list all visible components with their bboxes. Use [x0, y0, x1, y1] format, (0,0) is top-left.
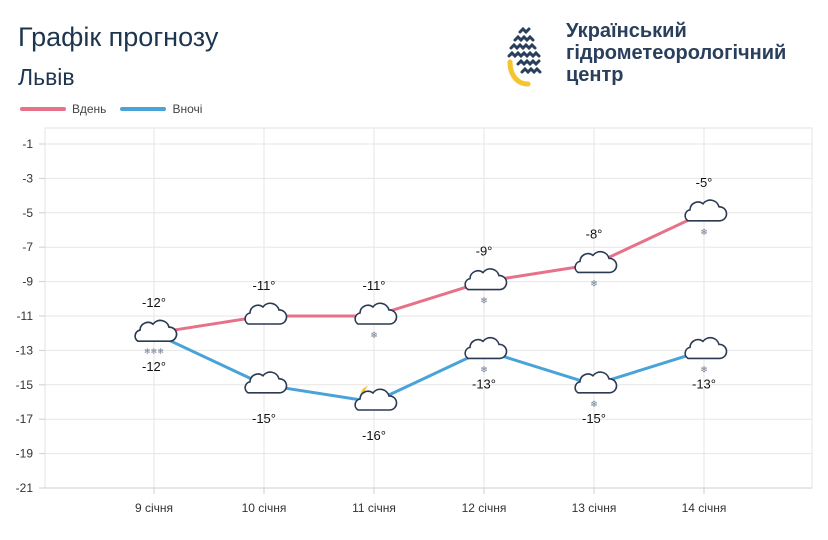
org-name: Український гідрометеорологічний центр	[566, 20, 786, 86]
cloud-shape	[684, 336, 728, 360]
y-tick-label: -1	[22, 137, 33, 151]
legend-label-night: Вночі	[172, 102, 203, 116]
chart-legend: Вдень Вночі	[20, 102, 216, 116]
legend-label-day: Вдень	[72, 102, 107, 116]
data-label: -12°	[142, 359, 166, 374]
x-tick-label: 13 січня	[572, 501, 617, 515]
org-name-line-2: гідрометеорологічний	[566, 42, 787, 64]
data-label: -9°	[476, 244, 493, 259]
legend-swatch-day	[20, 107, 66, 111]
series-line-day	[153, 211, 705, 335]
cloud-snow-icon: ❄	[464, 336, 508, 374]
cloud-shape	[354, 302, 398, 325]
page-title: Графік прогнозу	[18, 22, 219, 52]
org-name-line-3: центр	[566, 64, 624, 86]
y-tick-label: -3	[22, 171, 33, 185]
y-tick-label: -19	[16, 447, 34, 461]
cloud-snow-icon: ❄	[354, 302, 398, 340]
x-tick-label: 14 січня	[682, 501, 727, 515]
cloud-shape	[244, 302, 288, 325]
snowflake-mark: ❄	[700, 364, 708, 374]
cloud-snow-icon: ❄	[574, 250, 618, 288]
cloud-snow-icon: ❄	[464, 268, 508, 306]
x-tick-label: 9 січня	[135, 501, 173, 515]
org-name-line-1: Український	[566, 20, 687, 42]
data-label: -15°	[252, 411, 276, 426]
cloud-shape	[684, 199, 728, 222]
data-label: -11°	[362, 278, 385, 293]
data-label: -16°	[362, 428, 386, 443]
snowflake-mark: ❄	[590, 278, 598, 288]
data-label: -13°	[692, 376, 716, 391]
cloud-shape	[574, 371, 618, 394]
cloud-shape	[464, 268, 508, 291]
ukrhydromet-logo: Український гідрометеорологічний центр	[500, 18, 820, 90]
city-name: Львів	[18, 64, 75, 90]
data-label: -8°	[586, 226, 603, 241]
cloud-snow-icon: ❄	[684, 199, 728, 237]
snowflake-mark: ❄	[700, 227, 708, 237]
snowflakes-mark: ❄❄❄	[144, 347, 164, 356]
y-tick-label: -15	[16, 378, 34, 392]
y-tick-label: -7	[22, 240, 33, 254]
cloud-shape	[134, 319, 178, 343]
cloud-snow-icon: ❄	[684, 336, 728, 374]
cloud-heavy-snow-icon: ❄❄❄	[134, 319, 178, 356]
y-tick-label: -21	[16, 481, 34, 495]
snowflake-mark: ❄	[480, 296, 488, 306]
y-tick-label: -13	[16, 343, 34, 357]
x-tick-label: 12 січня	[462, 501, 507, 515]
data-label: -5°	[696, 175, 713, 190]
y-tick-label: -11	[17, 309, 34, 323]
snowflake-mark: ❄	[590, 399, 598, 409]
snowflake-mark: ❄	[480, 364, 488, 374]
cloud-shape	[574, 250, 618, 274]
data-label: -13°	[472, 376, 496, 391]
cloud-icon	[244, 371, 288, 394]
legend-swatch-night	[120, 107, 167, 111]
water-drop-logo-icon	[506, 20, 546, 87]
legend-item-night[interactable]: Вночі	[120, 102, 202, 116]
data-label: -15°	[582, 411, 606, 426]
cloud-icon	[244, 302, 288, 325]
cloud-moon-icon	[354, 386, 398, 411]
cloud-shape	[244, 371, 288, 394]
x-tick-label: 11 січня	[352, 501, 396, 515]
y-tick-label: -9	[22, 275, 33, 289]
data-label: -12°	[142, 295, 166, 310]
data-label: -11°	[252, 278, 275, 293]
snowflake-mark: ❄	[370, 330, 378, 340]
legend-item-day[interactable]: Вдень	[20, 102, 106, 116]
y-tick-label: -5	[22, 206, 33, 220]
x-tick-label: 10 січня	[242, 501, 287, 515]
cloud-shape	[464, 336, 508, 360]
y-tick-label: -17	[16, 412, 34, 426]
series-line-night	[153, 331, 705, 404]
cloud-snow-icon: ❄	[574, 371, 618, 409]
